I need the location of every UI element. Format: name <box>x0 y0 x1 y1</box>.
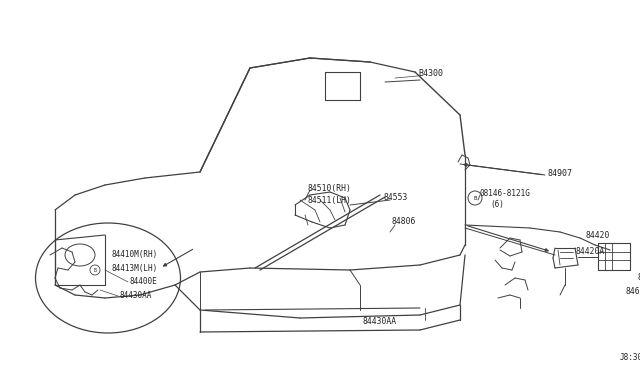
Text: 84430AA: 84430AA <box>363 317 397 327</box>
Text: 84400E: 84400E <box>130 278 157 286</box>
Text: 84420A: 84420A <box>575 247 604 257</box>
Text: 84413M(LH): 84413M(LH) <box>112 263 158 273</box>
Text: 84694M: 84694M <box>637 273 640 282</box>
Text: 84511(LH): 84511(LH) <box>307 196 351 205</box>
Text: J8:300PS: J8:300PS <box>620 353 640 362</box>
Text: B: B <box>474 196 477 201</box>
Text: (6): (6) <box>490 201 504 209</box>
Text: 84907: 84907 <box>547 169 572 177</box>
Text: 08146-8121G: 08146-8121G <box>480 189 531 198</box>
Text: 84553: 84553 <box>384 193 408 202</box>
Text: 84510(RH): 84510(RH) <box>307 183 351 192</box>
Text: 84420: 84420 <box>585 231 609 241</box>
Text: 84806: 84806 <box>392 218 417 227</box>
Text: B4300: B4300 <box>418 68 443 77</box>
Text: 84430AA: 84430AA <box>120 292 152 301</box>
Text: 84691M: 84691M <box>625 288 640 296</box>
Text: B: B <box>93 267 97 273</box>
Text: 84410M(RH): 84410M(RH) <box>112 250 158 260</box>
